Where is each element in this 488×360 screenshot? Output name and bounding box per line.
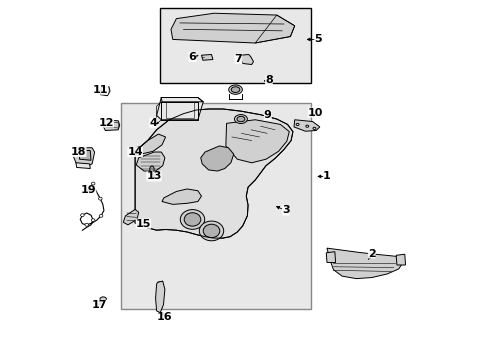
- Polygon shape: [156, 98, 203, 120]
- Ellipse shape: [180, 210, 204, 229]
- Polygon shape: [73, 148, 94, 167]
- Ellipse shape: [85, 224, 88, 226]
- Polygon shape: [293, 120, 319, 131]
- Text: 7: 7: [234, 54, 242, 64]
- Text: 17: 17: [91, 300, 107, 310]
- Polygon shape: [123, 210, 139, 225]
- Ellipse shape: [203, 224, 219, 238]
- Polygon shape: [326, 248, 402, 279]
- Ellipse shape: [100, 297, 106, 301]
- Text: 11: 11: [92, 85, 108, 95]
- Polygon shape: [201, 54, 212, 60]
- Ellipse shape: [81, 214, 84, 217]
- Ellipse shape: [91, 182, 95, 185]
- Polygon shape: [155, 281, 164, 313]
- Ellipse shape: [99, 197, 102, 200]
- Polygon shape: [133, 134, 165, 154]
- Polygon shape: [135, 109, 292, 238]
- Polygon shape: [240, 54, 253, 64]
- Ellipse shape: [296, 123, 298, 126]
- Ellipse shape: [148, 164, 155, 174]
- Polygon shape: [395, 254, 405, 265]
- Bar: [121, 103, 310, 309]
- Polygon shape: [201, 146, 233, 171]
- Ellipse shape: [231, 87, 239, 93]
- Ellipse shape: [91, 219, 95, 222]
- Polygon shape: [162, 189, 201, 204]
- Text: 15: 15: [135, 219, 151, 229]
- Text: 13: 13: [146, 171, 162, 181]
- Polygon shape: [134, 147, 142, 156]
- Polygon shape: [325, 252, 335, 262]
- Text: 3: 3: [282, 206, 289, 216]
- Ellipse shape: [312, 127, 315, 130]
- Text: 4: 4: [149, 118, 157, 128]
- Ellipse shape: [234, 114, 247, 123]
- Polygon shape: [102, 120, 120, 131]
- Text: 2: 2: [367, 248, 375, 258]
- Bar: [160, 8, 310, 83]
- Ellipse shape: [199, 221, 223, 241]
- Ellipse shape: [184, 213, 201, 226]
- Text: 8: 8: [264, 75, 272, 85]
- Polygon shape: [79, 150, 91, 160]
- Text: 12: 12: [99, 118, 114, 128]
- Text: 1: 1: [323, 171, 330, 181]
- Polygon shape: [225, 120, 289, 163]
- Text: 14: 14: [127, 147, 142, 157]
- Polygon shape: [100, 87, 110, 96]
- Text: 6: 6: [188, 52, 196, 62]
- Polygon shape: [76, 163, 90, 168]
- Ellipse shape: [305, 125, 308, 127]
- Text: 9: 9: [264, 111, 271, 121]
- Ellipse shape: [228, 85, 242, 94]
- Ellipse shape: [149, 166, 154, 172]
- Ellipse shape: [99, 215, 102, 217]
- Text: 5: 5: [314, 35, 321, 44]
- Text: 16: 16: [157, 312, 172, 322]
- Text: 10: 10: [307, 108, 323, 118]
- Ellipse shape: [96, 301, 100, 305]
- Ellipse shape: [237, 116, 244, 122]
- Polygon shape: [171, 13, 294, 43]
- Polygon shape: [136, 152, 164, 171]
- Text: 18: 18: [71, 147, 86, 157]
- Text: 19: 19: [81, 185, 96, 195]
